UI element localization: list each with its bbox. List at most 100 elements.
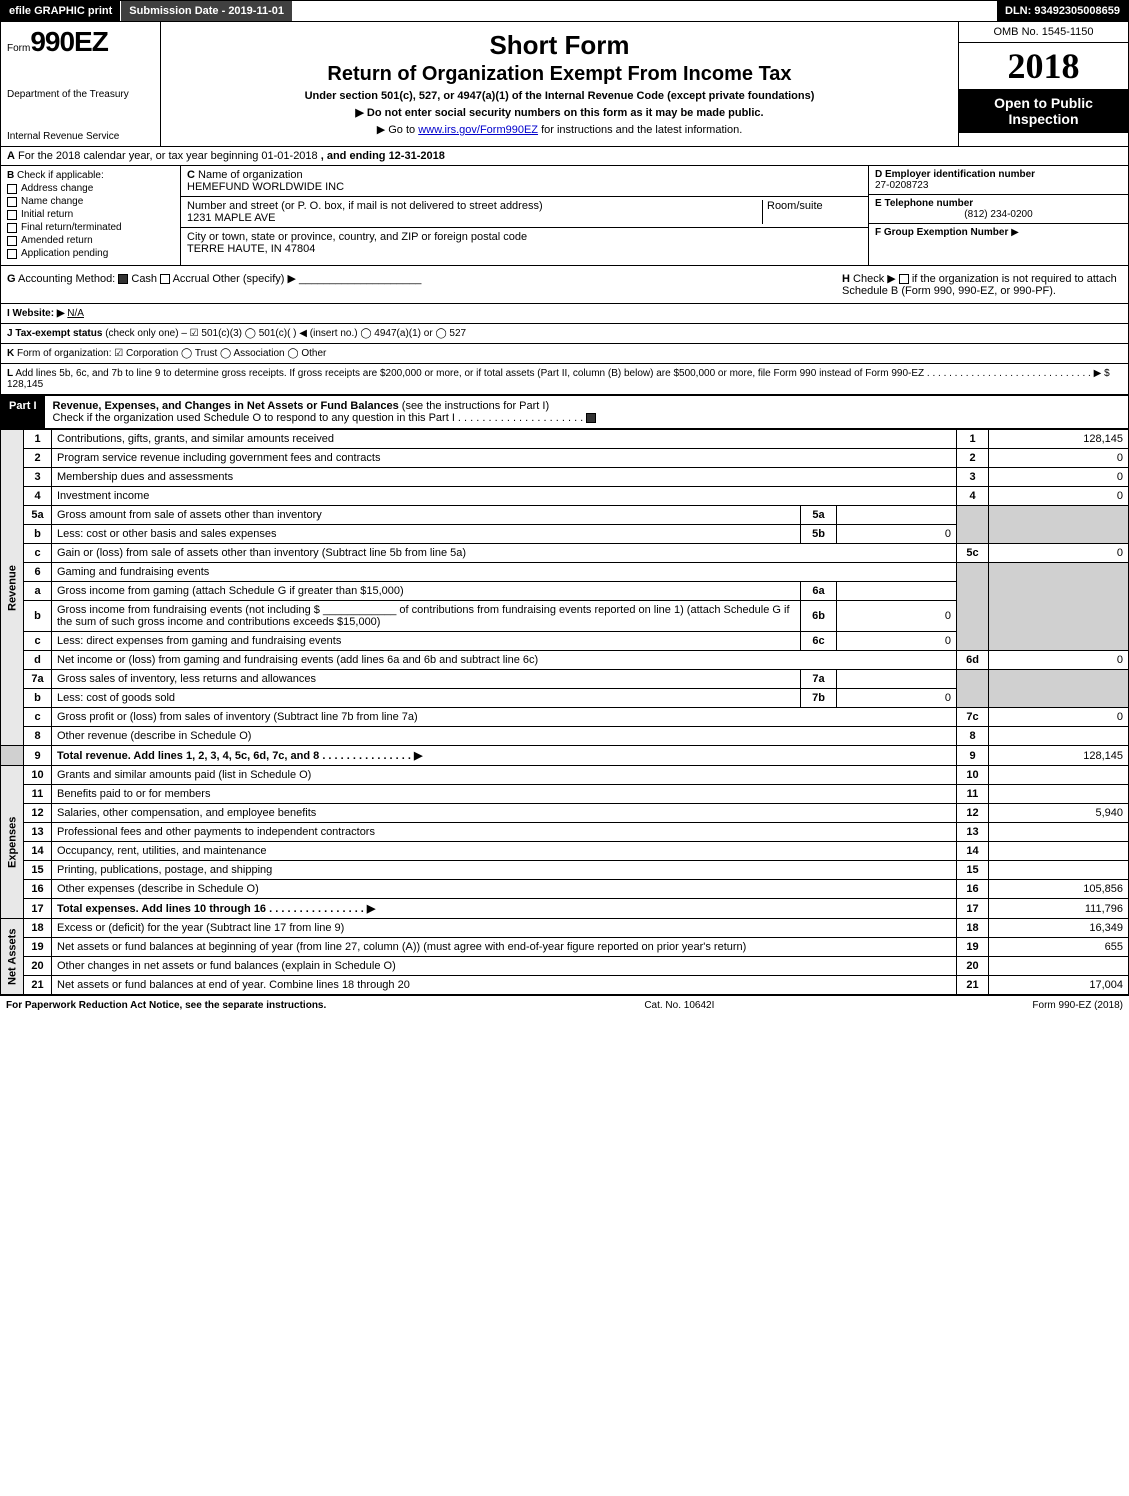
efile-print-button[interactable]: efile GRAPHIC print — [1, 1, 121, 21]
address-row: Number and street (or P. O. box, if mail… — [181, 197, 868, 228]
goto-line: ▶ Go to www.irs.gov/Form990EZ for instru… — [171, 123, 948, 136]
j-label: J Tax-exempt status — [7, 328, 102, 339]
part1-label: Part I — [1, 396, 45, 428]
line-num: 11 — [24, 785, 52, 804]
col-num: 13 — [957, 823, 989, 842]
col-val: 128,145 — [989, 430, 1129, 449]
check-application-pending[interactable]: Application pending — [7, 248, 174, 259]
sub-num: 7b — [801, 689, 837, 708]
line-num: 4 — [24, 487, 52, 506]
col-num: 14 — [957, 842, 989, 861]
phone-value: (812) 234-0200 — [875, 209, 1122, 220]
goto-link[interactable]: www.irs.gov/Form990EZ — [418, 124, 538, 136]
side-label-netassets: Net Assets — [1, 919, 24, 995]
line-desc: Total expenses. Add lines 10 through 16 … — [52, 899, 957, 919]
line-desc: Investment income — [52, 487, 957, 506]
line-desc: Occupancy, rent, utilities, and maintena… — [52, 842, 957, 861]
col-val: 16,349 — [989, 919, 1129, 938]
open-to-public: Open to Public Inspection — [959, 89, 1128, 133]
checkbox-icon — [7, 236, 17, 246]
line-num: c — [24, 708, 52, 727]
checkbox-h-icon[interactable] — [899, 274, 909, 284]
table-row: 16Other expenses (describe in Schedule O… — [1, 880, 1129, 899]
city-label: City or town, state or province, country… — [187, 231, 527, 243]
addr-label: Number and street (or P. O. box, if mail… — [187, 200, 543, 212]
j-text: (check only one) – ☑ 501(c)(3) ◯ 501(c)(… — [105, 328, 466, 339]
part1-title-sub: (see the instructions for Part I) — [402, 400, 549, 412]
b-right: D Employer identification number 27-0208… — [868, 166, 1128, 265]
col-val — [989, 957, 1129, 976]
checkbox-icon — [7, 223, 17, 233]
check-final-return[interactable]: Final return/terminated — [7, 222, 174, 233]
ssn-warning: ▶ Do not enter social security numbers o… — [171, 106, 948, 119]
line-desc: Gain or (loss) from sale of assets other… — [52, 544, 957, 563]
col-val: 0 — [989, 544, 1129, 563]
col-val: 5,940 — [989, 804, 1129, 823]
check-name-change[interactable]: Name change — [7, 196, 174, 207]
h-text: Check ▶ — [853, 273, 896, 285]
col-num: 7c — [957, 708, 989, 727]
col-val: 0 — [989, 487, 1129, 506]
col-val: 655 — [989, 938, 1129, 957]
line-desc: Less: cost or other basis and sales expe… — [52, 525, 801, 544]
check-initial-return[interactable]: Initial return — [7, 209, 174, 220]
checkbox-icon — [7, 210, 17, 220]
sub-num: 5a — [801, 506, 837, 525]
form-header: Form990EZ Department of the Treasury Int… — [0, 22, 1129, 147]
line-num: 5a — [24, 506, 52, 525]
short-form-title: Short Form — [171, 30, 948, 61]
col-val — [989, 842, 1129, 861]
label-c: C — [187, 169, 195, 181]
line-num: 10 — [24, 766, 52, 785]
check-address-change[interactable]: Address change — [7, 183, 174, 194]
sub-num: 5b — [801, 525, 837, 544]
col-num: 5c — [957, 544, 989, 563]
row-a-tax-year: A For the 2018 calendar year, or tax yea… — [0, 147, 1129, 166]
col-val: 0 — [989, 651, 1129, 670]
line-desc: Gross amount from sale of assets other t… — [52, 506, 801, 525]
table-row: 19Net assets or fund balances at beginni… — [1, 938, 1129, 957]
line-desc: Other changes in net assets or fund bala… — [52, 957, 957, 976]
table-row: 7aGross sales of inventory, less returns… — [1, 670, 1129, 689]
line-num: 21 — [24, 976, 52, 995]
k-label: K — [7, 348, 14, 359]
checkbox-accrual-icon[interactable] — [160, 274, 170, 284]
check-if-label: Check if applicable: — [17, 170, 104, 181]
checkbox-cash-icon[interactable] — [118, 274, 128, 284]
line-num: 20 — [24, 957, 52, 976]
col-num: 20 — [957, 957, 989, 976]
l-text: Add lines 5b, 6c, and 7b to line 9 to de… — [15, 368, 924, 379]
city-row: City or town, state or province, country… — [181, 228, 868, 258]
grey-cell — [957, 563, 989, 651]
check-label: Final return/terminated — [21, 222, 122, 233]
table-row: 21Net assets or fund balances at end of … — [1, 976, 1129, 995]
goto-suffix: for instructions and the latest informat… — [538, 124, 742, 136]
line-num: d — [24, 651, 52, 670]
line-num: 18 — [24, 919, 52, 938]
line-desc: Printing, publications, postage, and shi… — [52, 861, 957, 880]
line-num: 3 — [24, 468, 52, 487]
checkbox-icon — [7, 197, 17, 207]
table-row: 17Total expenses. Add lines 10 through 1… — [1, 899, 1129, 919]
line-desc: Salaries, other compensation, and employ… — [52, 804, 957, 823]
table-row: Revenue 1 Contributions, gifts, grants, … — [1, 430, 1129, 449]
grey-cell — [989, 563, 1129, 651]
sub-val — [837, 506, 957, 525]
part1-checkbox-icon[interactable] — [586, 413, 596, 423]
line-desc: Less: direct expenses from gaming and fu… — [52, 632, 801, 651]
line-num: c — [24, 632, 52, 651]
sub-num: 7a — [801, 670, 837, 689]
col-num: 8 — [957, 727, 989, 746]
check-amended-return[interactable]: Amended return — [7, 235, 174, 246]
org-name: HEMEFUND WORLDWIDE INC — [187, 181, 344, 193]
check-label: Amended return — [21, 235, 93, 246]
top-bar: efile GRAPHIC print Submission Date - 20… — [0, 0, 1129, 22]
line-desc: Excess or (deficit) for the year (Subtra… — [52, 919, 957, 938]
table-row: Net Assets18Excess or (deficit) for the … — [1, 919, 1129, 938]
sub-num: 6b — [801, 601, 837, 632]
d-label: D Employer identification number — [875, 169, 1035, 180]
sub-val: 0 — [837, 689, 957, 708]
table-row: 4Investment income40 — [1, 487, 1129, 506]
col-num: 11 — [957, 785, 989, 804]
col-num: 18 — [957, 919, 989, 938]
